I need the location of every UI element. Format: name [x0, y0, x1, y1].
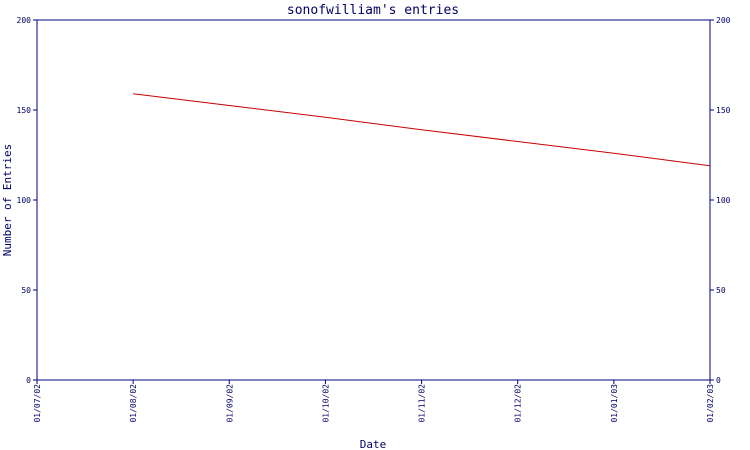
x-tick-label: 01/02/03 [706, 384, 715, 423]
series-line [133, 93, 711, 167]
y-tick-label-left: 0 [26, 376, 31, 385]
y-tick-label-right: 100 [716, 196, 731, 205]
y-tick-label-right: 0 [716, 376, 721, 385]
series-group [133, 93, 711, 167]
x-tick-label: 01/07/02 [33, 384, 42, 423]
y-axis-label: Number of Entries [1, 144, 14, 257]
y-tick-label-left: 150 [17, 106, 32, 115]
x-axis: 01/07/02 01/08/02 01/09/02 01/10/02 01/11/02… [33, 380, 715, 423]
plot-frame [36, 19, 711, 381]
x-tick-label: 01/12/02 [514, 384, 523, 423]
x-tick-label: 01/11/02 [418, 384, 427, 423]
x-tick-label: 01/08/02 [129, 384, 138, 423]
x-tick-label: 01/09/02 [225, 384, 234, 423]
chart-title: sonofwilliam's entries [287, 3, 459, 18]
y-axis-right: 0 50 100 150 200 [710, 16, 731, 385]
y-tick-label-right: 150 [716, 106, 731, 115]
y-tick-label-right: 50 [716, 286, 726, 295]
y-axis-left: 0 50 100 150 200 [17, 16, 37, 385]
y-tick-label-left: 50 [21, 286, 31, 295]
y-tick-label-left: 100 [17, 196, 32, 205]
x-tick-label: 01/10/02 [321, 384, 330, 423]
x-axis-label: Date [360, 438, 387, 450]
y-tick-label-right: 200 [716, 16, 731, 25]
x-tick-label: 01/01/03 [610, 384, 619, 423]
y-tick-label-left: 200 [17, 16, 32, 25]
